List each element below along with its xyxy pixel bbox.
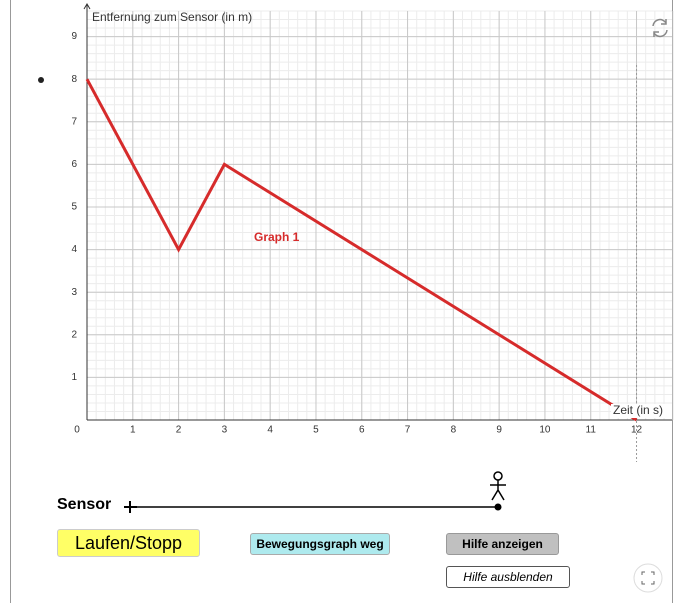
y-tick-label: 4 [71, 244, 77, 255]
refresh-icon[interactable] [652, 18, 668, 38]
x-tick-label: 4 [267, 425, 273, 436]
x-tick-label: 10 [539, 425, 551, 436]
show-help-button[interactable]: Hilfe anzeigen [446, 533, 559, 555]
x-tick-label: 0 [74, 425, 80, 436]
x-label-bg [611, 404, 672, 418]
x-tick-label: 11 [586, 425, 597, 436]
graph-label: Graph 1 [254, 230, 300, 244]
fullscreen-button[interactable] [633, 563, 663, 593]
sensor-label: Sensor [57, 496, 111, 513]
x-tick-label: 3 [222, 425, 228, 436]
x-tick-label: 9 [496, 425, 502, 436]
x-tick-label: 5 [313, 425, 319, 436]
y-tick-label: 9 [71, 31, 77, 42]
line-series [85, 78, 638, 422]
hide-help-button[interactable]: Hilfe ausblenden [446, 566, 570, 588]
y-tick-label: 7 [71, 116, 77, 127]
x-tick-label: 6 [359, 425, 365, 436]
walker-point [494, 503, 502, 511]
remove-graph-button[interactable]: Bewegungsgraph weg [250, 533, 390, 555]
y-tick-label: 3 [71, 287, 77, 298]
y-tick-label: 1 [71, 372, 77, 383]
x-tick-label: 2 [176, 425, 182, 436]
y-tick-label: 5 [71, 202, 77, 213]
start-stop-button[interactable]: Laufen/Stopp [57, 529, 200, 557]
point [38, 77, 44, 83]
y-tick-label: 2 [71, 329, 77, 340]
x-tick-label: 1 [130, 425, 136, 436]
x-axis-label: Zeit (in s) [613, 403, 663, 417]
x-tick-label: 8 [451, 425, 457, 436]
y-tick-label: 8 [71, 74, 77, 85]
y-axis-label: Entfernung zum Sensor (in m) [92, 10, 252, 24]
y-axis-arrow [83, 3, 91, 10]
x-tick-label: 7 [405, 425, 411, 436]
walker[interactable] [490, 471, 506, 501]
y-tick-label: 6 [71, 159, 77, 170]
